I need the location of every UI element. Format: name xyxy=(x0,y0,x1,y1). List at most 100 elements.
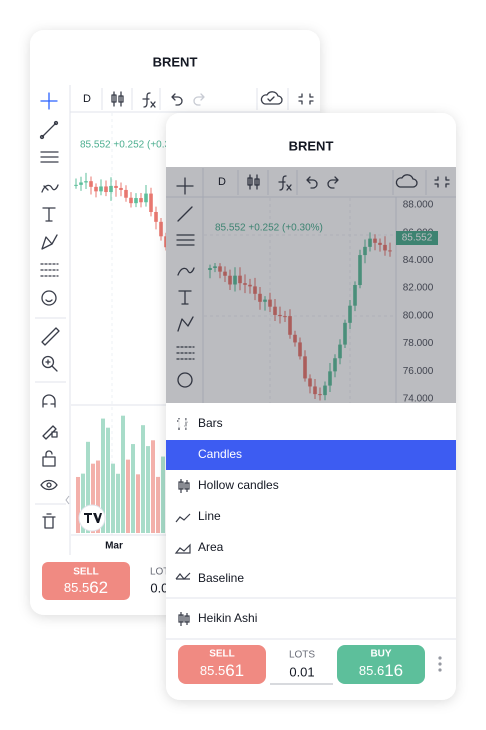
candle-body xyxy=(263,299,267,302)
sell-button[interactable] xyxy=(42,562,130,600)
volume-bar xyxy=(96,460,100,533)
redo-button xyxy=(193,93,205,106)
candle-body xyxy=(89,181,93,187)
candle-body xyxy=(273,306,277,315)
candle-body xyxy=(74,184,78,186)
price-axis-label: 76.000 xyxy=(403,366,434,377)
candle-body xyxy=(268,299,272,307)
candle-body xyxy=(293,334,297,343)
candle-body xyxy=(154,211,158,222)
price-line: 85.552 +0.252 (+0.30%) xyxy=(215,223,323,234)
sell-button[interactable] xyxy=(178,645,266,684)
candle-body xyxy=(283,316,287,318)
candle-body xyxy=(383,244,387,251)
price-axis-label: 84.000 xyxy=(403,255,434,266)
candle-body xyxy=(159,221,163,237)
candle-body xyxy=(144,193,148,203)
more-button[interactable] xyxy=(438,656,442,672)
menu-icon xyxy=(178,612,190,626)
menu-icon xyxy=(178,417,190,431)
candle-body xyxy=(79,182,83,185)
volume-bar xyxy=(141,425,145,533)
candle-body xyxy=(388,250,392,252)
candle-body xyxy=(353,285,357,306)
chart-type-button[interactable] xyxy=(111,91,124,107)
candle-body xyxy=(348,305,352,323)
logo xyxy=(78,504,106,532)
lots-label: LOTS xyxy=(150,567,176,578)
buy-button[interactable] xyxy=(337,645,425,684)
collapse-chevron[interactable] xyxy=(65,495,70,505)
candle-body xyxy=(378,242,382,245)
menu-item[interactable]: Heikin Ashi xyxy=(198,611,257,625)
x-label: Mar xyxy=(105,541,123,552)
price-line: 85.552 +0.252 (+0.30%) xyxy=(80,140,188,151)
price-axis-label: 74.000 xyxy=(403,394,434,405)
candle-body xyxy=(208,268,212,270)
candle-body xyxy=(328,371,332,386)
last-price-box xyxy=(396,231,438,245)
price-axis-label: 78.000 xyxy=(403,338,434,349)
volume-bar xyxy=(106,427,110,533)
menu-item[interactable]: Hollow candles xyxy=(198,478,279,492)
candle-body xyxy=(243,283,247,285)
candle-body xyxy=(109,185,113,193)
sell-price: 85.561 xyxy=(200,661,244,680)
separators xyxy=(35,317,66,505)
menu-icon xyxy=(174,543,191,554)
menu-item[interactable]: Bars xyxy=(198,416,223,430)
drawing-tools[interactable] xyxy=(39,92,60,529)
menu-item[interactable]: Baseline xyxy=(198,571,244,585)
overlay[interactable] xyxy=(166,167,456,403)
undo-button[interactable] xyxy=(171,93,183,106)
candle-body xyxy=(343,322,347,345)
candle-body xyxy=(338,344,342,359)
candle-body xyxy=(124,189,128,198)
candle-body xyxy=(218,266,222,272)
title: BRENT xyxy=(289,138,334,153)
menu-icon xyxy=(178,479,190,493)
candle-body xyxy=(119,187,123,190)
indicators-button[interactable] xyxy=(142,92,156,108)
candle-body xyxy=(258,293,262,302)
menu-highlight xyxy=(166,440,456,470)
lots-label: LOTS xyxy=(289,650,315,661)
collapse-button[interactable] xyxy=(298,93,314,105)
candle-body xyxy=(223,271,227,276)
volume-bar xyxy=(136,474,140,533)
candle-body xyxy=(129,197,133,204)
menu-item[interactable]: Candles xyxy=(198,447,242,461)
candle-body xyxy=(94,186,98,192)
sell-label: SELL xyxy=(73,567,99,578)
cloud-button[interactable] xyxy=(260,91,283,105)
candle-body xyxy=(253,286,257,294)
menu-item[interactable]: Line xyxy=(198,509,221,523)
volume-bar xyxy=(156,476,160,533)
timeframe-button[interactable]: D xyxy=(83,93,91,105)
candle-body xyxy=(323,385,327,396)
volume-bar xyxy=(76,476,80,533)
lots-value[interactable]: 0.01 xyxy=(289,664,314,679)
candle-body xyxy=(313,386,317,395)
price-axis-label: 82.000 xyxy=(403,283,434,294)
candle-body xyxy=(363,246,367,256)
menu-item[interactable]: Area xyxy=(198,540,224,554)
volume-bar xyxy=(121,415,125,533)
candle-body xyxy=(318,394,322,396)
candle-body xyxy=(114,185,118,188)
volume-bar xyxy=(81,473,85,533)
price-axis-label: 80.000 xyxy=(403,310,434,321)
toolbar xyxy=(101,88,289,110)
candle-body xyxy=(333,358,337,372)
candle-body xyxy=(288,316,292,335)
timeframe-button[interactable]: D xyxy=(218,176,226,188)
candle-body xyxy=(303,356,307,379)
candle-body xyxy=(238,275,242,284)
candle-body xyxy=(149,193,153,212)
candle-body xyxy=(213,266,217,269)
candle-body xyxy=(278,314,282,317)
candle-body xyxy=(358,255,362,286)
candle-body xyxy=(373,238,377,243)
volume-bar xyxy=(116,473,120,533)
candle-body xyxy=(134,198,138,204)
